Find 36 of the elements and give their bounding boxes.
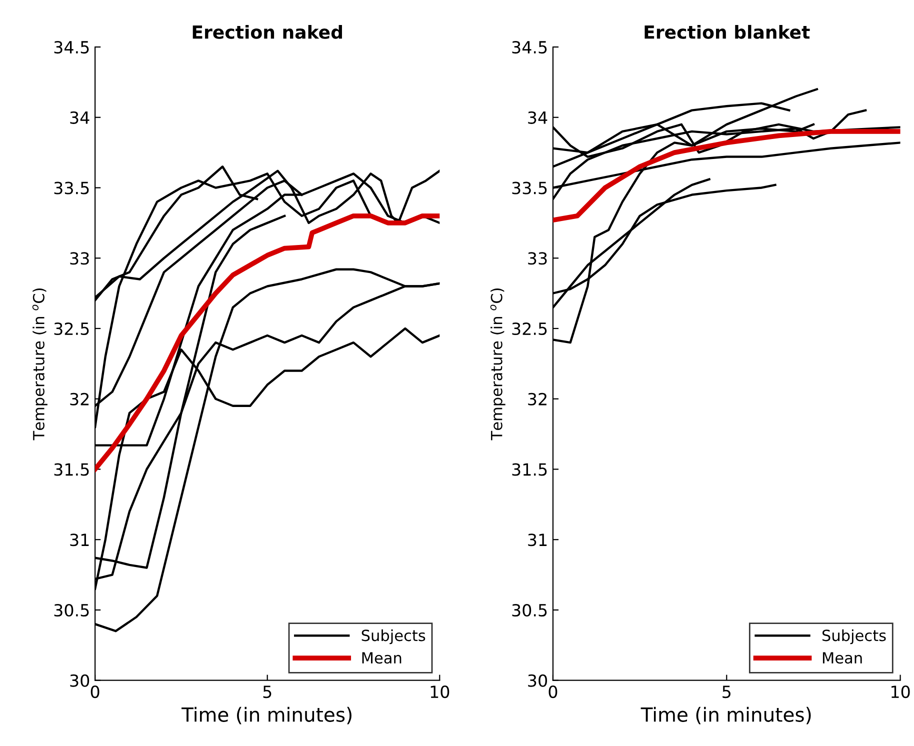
y-tick-label: 31 bbox=[70, 534, 89, 546]
y-tick-label: 30 bbox=[70, 674, 90, 687]
x-tick-label: 10 bbox=[892, 686, 910, 698]
y-axis-title: Temperature (in $^{o}$C) bbox=[32, 288, 48, 440]
x-tick-label: 10 bbox=[430, 686, 450, 698]
y-tick-label: 30.5 bbox=[512, 604, 547, 617]
y-tick-label: 30 bbox=[528, 674, 547, 687]
x-axis-title: Time (in minutes) bbox=[640, 706, 811, 724]
y-tick-label: 33 bbox=[528, 252, 547, 265]
y-tick-label: 32.5 bbox=[512, 322, 547, 336]
x-tick-label: 5 bbox=[263, 686, 272, 698]
y-tick-label: 33.5 bbox=[512, 182, 547, 194]
legend-label: Subjects bbox=[362, 629, 426, 644]
y-tick-label: 30.5 bbox=[54, 604, 89, 617]
y-tick-label: 34.5 bbox=[54, 40, 89, 54]
y-tick-label: 33 bbox=[70, 252, 89, 265]
y-tick-label: 32.5 bbox=[54, 322, 89, 336]
x-tick-label: 0 bbox=[90, 686, 100, 698]
legend-label: Mean bbox=[822, 652, 862, 664]
x-tick-label: 5 bbox=[722, 686, 730, 698]
x-tick-label: 0 bbox=[548, 686, 558, 698]
y-tick-label: 33.5 bbox=[54, 182, 89, 194]
chart-title: Erection naked bbox=[192, 24, 342, 39]
y-tick-label: 31.5 bbox=[512, 463, 547, 476]
y-tick-label: 34.5 bbox=[512, 40, 547, 54]
y-tick-label: 32 bbox=[70, 392, 89, 406]
y-tick-label: 32 bbox=[528, 392, 546, 406]
y-axis-title: Temperature (in $^{o}$C) bbox=[490, 288, 506, 440]
y-tick-label: 31 bbox=[528, 534, 547, 546]
y-tick-label: 31.5 bbox=[54, 463, 89, 476]
legend-label: Mean bbox=[362, 652, 402, 664]
x-axis-title: Time (in minutes) bbox=[182, 706, 352, 724]
y-tick-label: 34 bbox=[528, 111, 548, 124]
legend-label: Subjects bbox=[822, 629, 886, 644]
y-tick-label: 34 bbox=[70, 111, 90, 124]
chart-title: Erection blanket bbox=[644, 24, 810, 39]
